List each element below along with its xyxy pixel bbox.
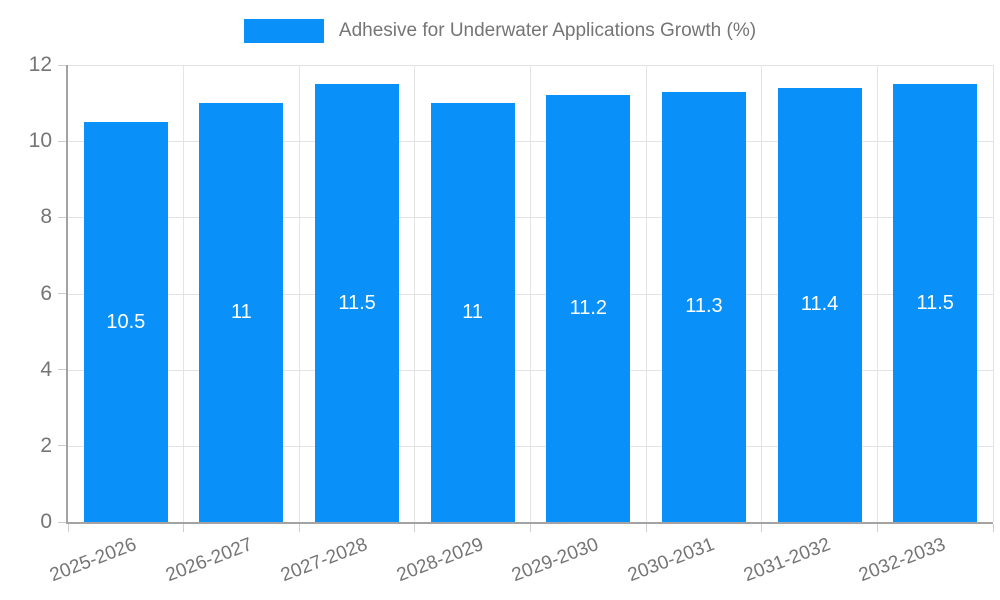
- plot-area: 10.5 11 11.5 11 11.2 11.3 11.4 11.5: [58, 64, 994, 532]
- gridline-vertical: [414, 65, 416, 522]
- gridline-vertical: [761, 65, 763, 522]
- y-tick-label: 12: [28, 53, 52, 76]
- bar-value-label: 11.2: [569, 297, 608, 320]
- legend-label: Adhesive for Underwater Applications Gro…: [338, 20, 757, 41]
- bar: 11: [430, 103, 515, 522]
- x-tick-label: 2028-2029: [393, 534, 487, 587]
- bar: 11.5: [893, 84, 978, 522]
- bar-value-label: 11.3: [685, 295, 723, 318]
- bar-value-label: 10.5: [106, 310, 146, 333]
- x-tick-label: 2031-2032: [740, 534, 834, 587]
- x-tick-label: 2026-2027: [162, 534, 255, 587]
- gridline-vertical: [645, 65, 647, 522]
- y-tick-label: 4: [40, 357, 52, 381]
- bar-value-label: 11: [231, 301, 252, 324]
- y-axis-tick: [58, 140, 66, 142]
- y-axis-tick: [58, 64, 66, 66]
- y-axis-tick: [58, 521, 66, 523]
- x-tick-label: 2032-2033: [856, 534, 949, 587]
- bar-value-label: 11.5: [338, 291, 376, 314]
- y-axis-tick: [58, 216, 66, 218]
- x-tick-label: 2027-2028: [278, 534, 371, 587]
- x-axis-tick: [67, 524, 69, 532]
- gridline-vertical: [992, 65, 994, 522]
- bar: 11.3: [661, 91, 746, 522]
- bar: 10.5: [83, 122, 168, 522]
- x-axis-tick: [761, 524, 763, 532]
- bar: 11: [199, 103, 284, 522]
- x-axis-tick: [992, 524, 994, 532]
- x-axis-tick: [298, 524, 300, 532]
- bar-value-label: 11.5: [916, 291, 954, 314]
- y-tick-label: 0: [40, 510, 52, 533]
- chart-legend[interactable]: Adhesive for Underwater Applications Gro…: [0, 16, 1000, 46]
- y-tick-label: 6: [40, 281, 52, 305]
- y-tick-label: 2: [40, 433, 52, 457]
- x-tick-label: 2029-2030: [509, 534, 602, 587]
- bar: 11.5: [315, 84, 400, 522]
- y-axis-tick: [58, 293, 66, 294]
- x-tick-label: 2030-2031: [625, 534, 718, 587]
- gridline-vertical: [530, 65, 531, 522]
- gridline-vertical: [298, 65, 300, 522]
- bar: 11.4: [777, 87, 862, 522]
- bar-value-label: 11.4: [800, 293, 839, 316]
- y-tick-label: 8: [40, 205, 52, 229]
- y-tick-label: 10: [28, 129, 52, 153]
- x-axis-tick: [530, 524, 531, 532]
- bar: 11.2: [546, 95, 631, 522]
- x-axis-tick: [183, 524, 185, 532]
- x-axis-tick: [645, 524, 647, 532]
- x-tick-label: 2025-2026: [46, 534, 140, 587]
- gridline-vertical: [876, 65, 878, 522]
- y-axis-tick: [58, 369, 66, 371]
- legend-swatch: [243, 19, 324, 43]
- y-axis-tick: [58, 445, 66, 447]
- x-axis-tick: [414, 524, 416, 532]
- bar-value-label: 11: [462, 301, 484, 324]
- gridline-vertical: [183, 65, 185, 522]
- x-axis-tick: [876, 524, 878, 532]
